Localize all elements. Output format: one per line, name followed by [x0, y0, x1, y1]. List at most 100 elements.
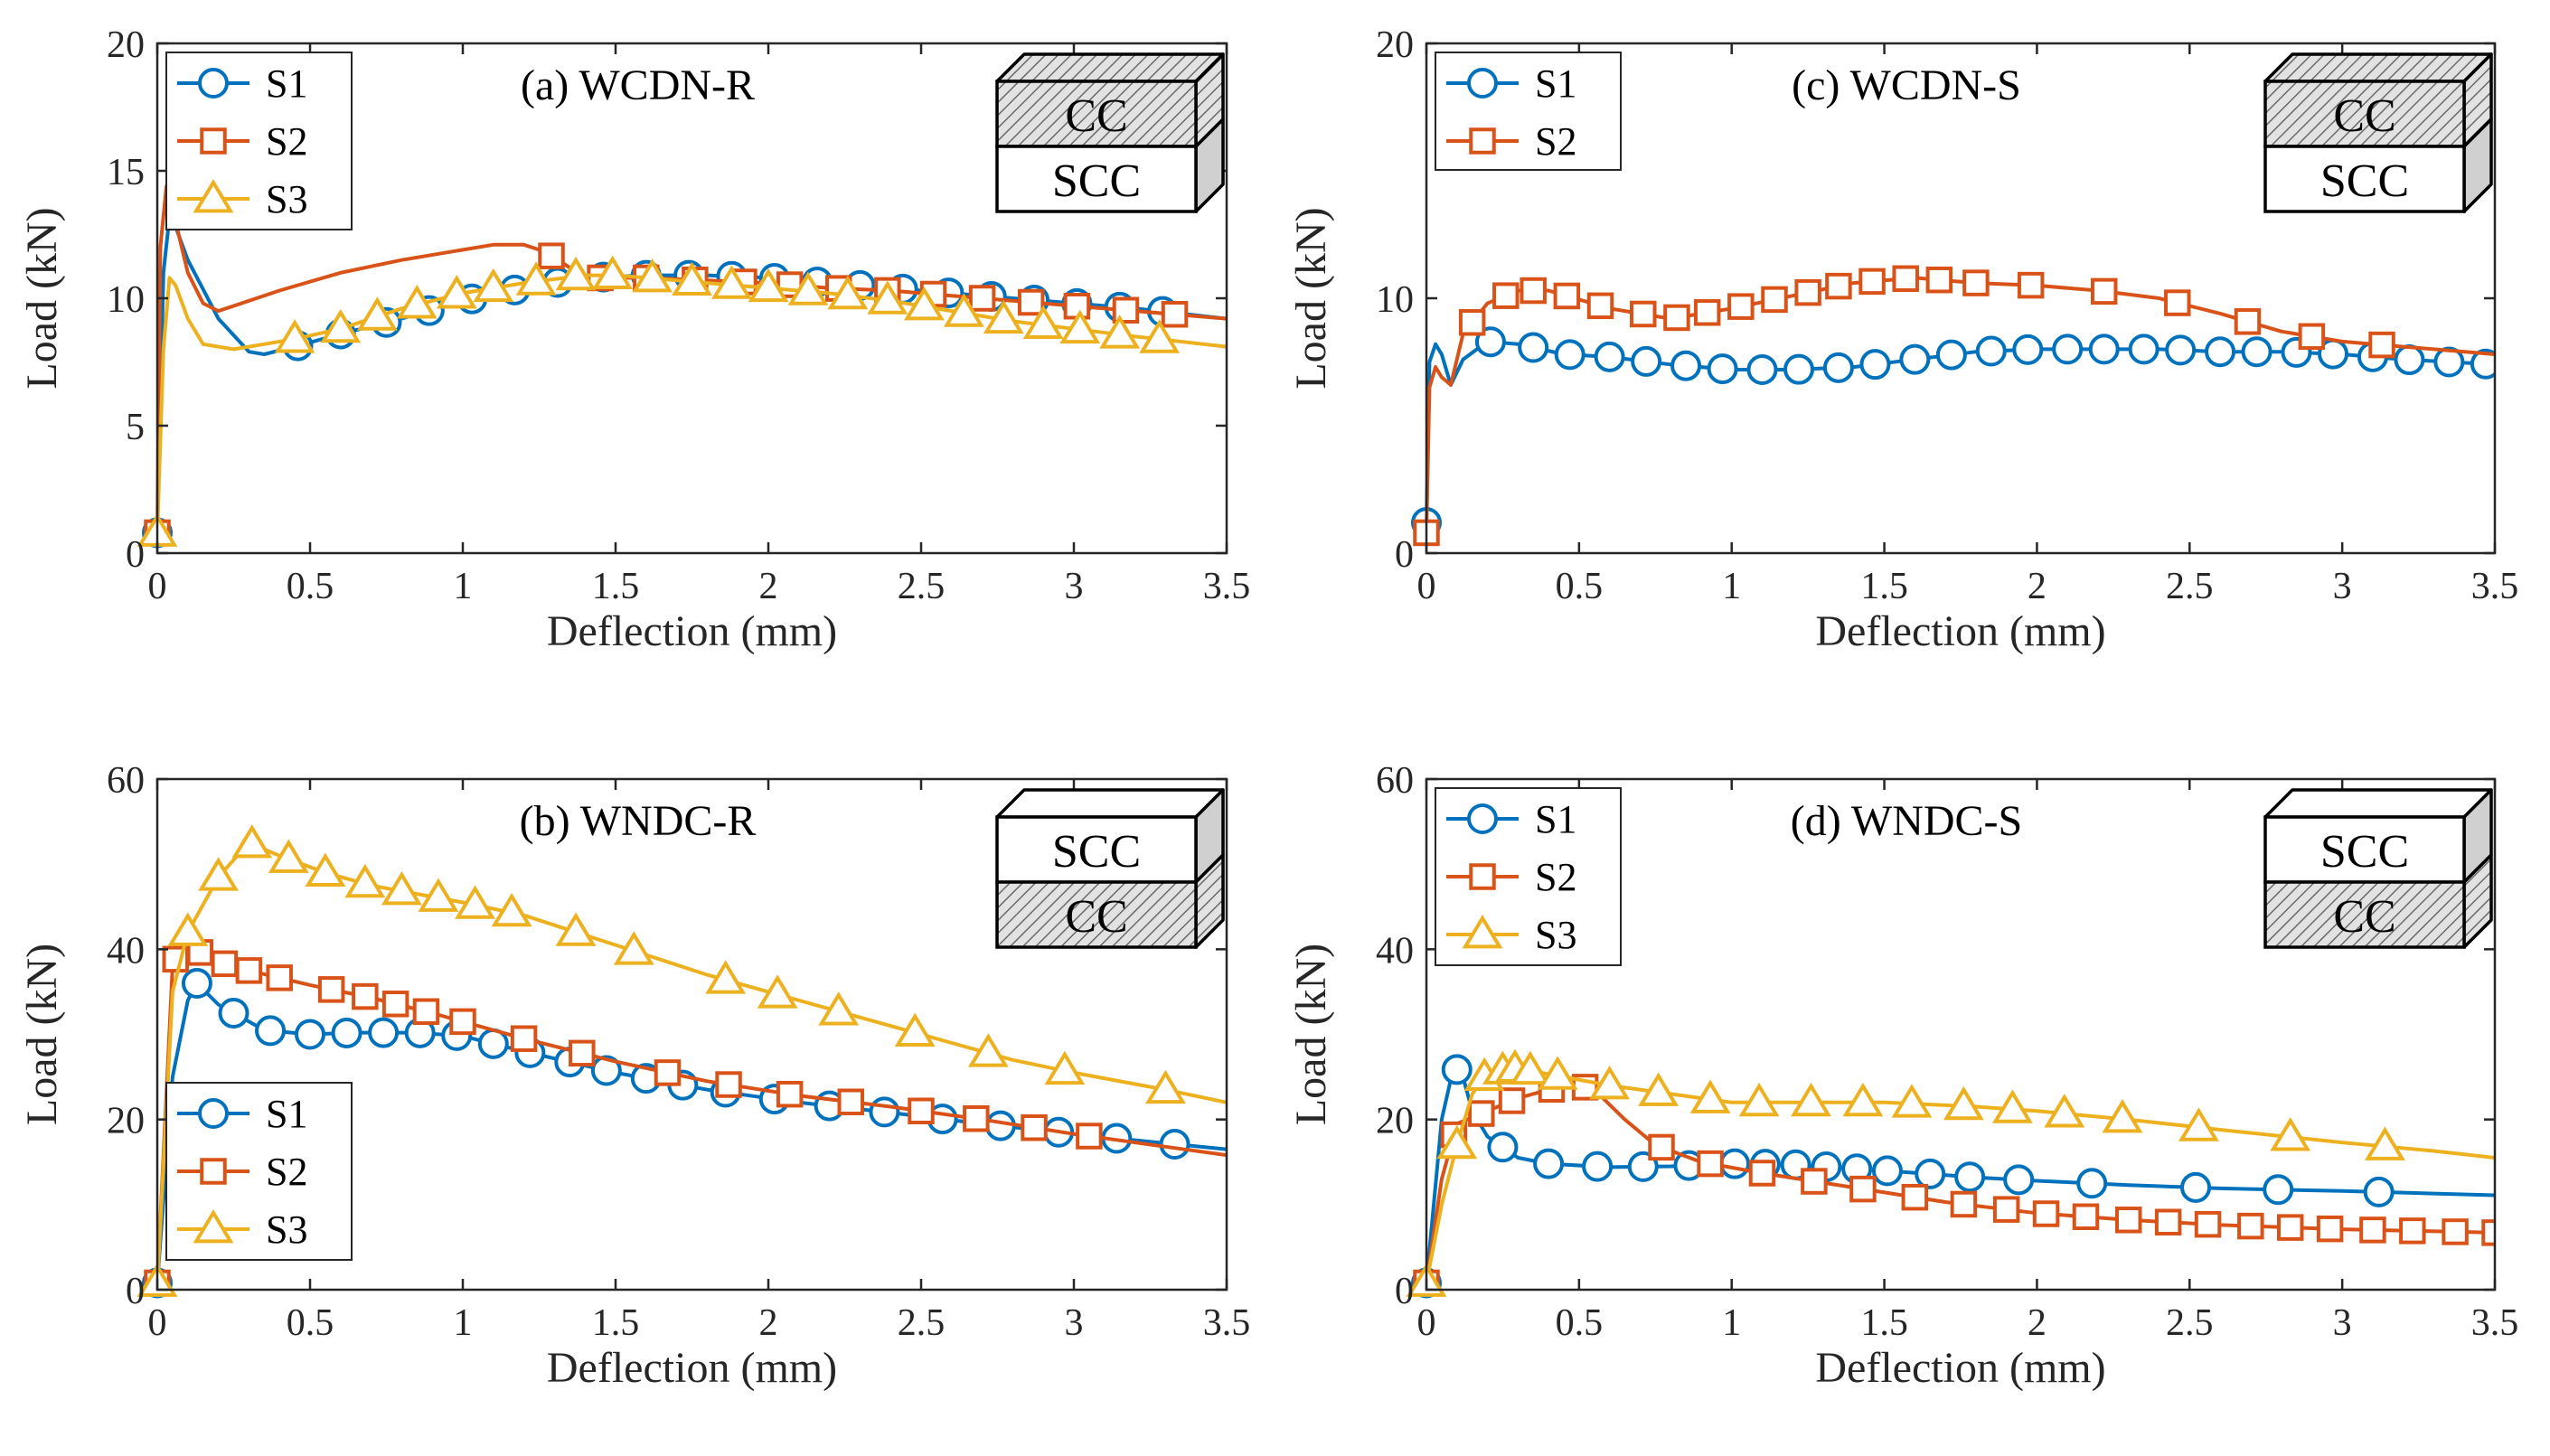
block-label-top: CC	[2333, 90, 2395, 142]
legend-label: S3	[1535, 913, 1576, 957]
series-line-s3	[1425, 1066, 2495, 1283]
panel-title: (d) WNDC-S	[1791, 797, 2022, 845]
x-tick-label: 3.5	[1203, 566, 1251, 607]
square-marker	[1892, 265, 1919, 293]
triangle-marker	[757, 974, 798, 1009]
triangle-marker	[198, 857, 240, 891]
circle-marker	[984, 1110, 1016, 1141]
circle-marker	[1935, 339, 1967, 371]
square-marker	[1794, 278, 1821, 306]
square-marker	[1693, 299, 1721, 326]
circle-marker	[1822, 352, 1854, 383]
circle-marker	[2180, 1171, 2212, 1203]
block-label-bottom: CC	[1065, 891, 1127, 943]
triangle-marker	[867, 280, 908, 315]
circle-marker	[2076, 1168, 2108, 1199]
circle-marker	[2241, 336, 2272, 368]
x-tick-label: 2	[2028, 566, 2047, 607]
triangle-marker	[1022, 305, 1064, 339]
legend-label: S3	[266, 1207, 307, 1252]
square-marker	[776, 1080, 804, 1108]
legend-label: S1	[1535, 797, 1576, 841]
square-marker	[1727, 293, 1755, 320]
x-tick-label: 2.5	[898, 1302, 946, 1344]
series-group	[136, 824, 1227, 1299]
block-front-lower	[995, 145, 1198, 213]
triangle-marker	[1991, 1089, 2033, 1123]
legend-label: S1	[1535, 61, 1576, 106]
legend-label: S2	[266, 119, 307, 164]
panel-title: (a) WCDN-R	[521, 61, 755, 109]
triangle-marker	[356, 296, 398, 331]
x-tick-label: 3.5	[2471, 1302, 2519, 1344]
legend-label: S3	[266, 177, 307, 221]
square-marker	[2276, 1214, 2304, 1241]
square-marker	[2017, 271, 2045, 299]
triangle-marker	[418, 878, 459, 912]
triangle-marker	[787, 271, 829, 305]
square-marker	[654, 1059, 682, 1086]
triangle-marker	[381, 870, 422, 906]
x-tick-label: 0.5	[1556, 566, 1604, 607]
square-marker	[2194, 1210, 2222, 1238]
square-marker	[510, 1025, 538, 1052]
y-axis-label: Load (kN)	[18, 207, 66, 389]
square-marker	[2032, 1200, 2060, 1227]
square-marker	[162, 945, 190, 973]
legend-circle-marker	[1467, 68, 1498, 99]
triangle-marker	[818, 991, 860, 1026]
triangle-marker	[943, 293, 984, 327]
block-label-top: SCC	[1052, 826, 1141, 878]
series-s2	[1413, 265, 2495, 547]
legend-label: S2	[1535, 855, 1576, 899]
square-marker	[2114, 1207, 2142, 1234]
triangle-marker	[555, 256, 597, 291]
block-front-lower	[2263, 880, 2466, 949]
panel-title: (c) WCDN-S	[1792, 61, 2021, 109]
triangle-marker	[1044, 1050, 1086, 1085]
triangle-marker	[592, 255, 634, 290]
x-tick-label: 0.5	[287, 566, 334, 607]
triangle-marker	[1738, 1082, 1780, 1117]
square-marker	[1553, 282, 1581, 310]
circle-marker	[1594, 341, 1625, 372]
block-front-upper	[2263, 80, 2466, 148]
x-tick-label: 1.5	[1860, 1302, 1908, 1344]
circle-marker	[590, 1055, 622, 1086]
square-marker	[1858, 268, 1886, 296]
x-tick-label: 3	[2333, 1302, 2352, 1344]
x-tick-label: 3	[2333, 566, 2352, 607]
block-label-top: CC	[1065, 90, 1127, 142]
circle-marker	[218, 997, 249, 1029]
square-marker	[1458, 309, 1486, 336]
x-tick-label: 0.5	[1556, 1302, 1604, 1344]
triangle-marker	[515, 261, 557, 296]
circle-marker	[1954, 1161, 1986, 1193]
triangle-marker	[632, 258, 673, 293]
x-tick-label: 2.5	[898, 566, 946, 607]
square-marker	[317, 976, 345, 1003]
legend: S1 S2 S3	[165, 52, 353, 230]
legend-label: S2	[1535, 119, 1576, 164]
square-marker	[1586, 292, 1614, 320]
square-marker	[837, 1088, 865, 1115]
square-marker	[2072, 1203, 2100, 1231]
y-tick-label: 5	[126, 407, 145, 448]
triangle-marker	[1139, 319, 1181, 353]
circle-marker	[2363, 1176, 2395, 1207]
legend-circle-marker	[1467, 803, 1498, 834]
circle-marker	[1631, 345, 1662, 377]
x-tick-label: 0	[1417, 1302, 1436, 1344]
x-tick-label: 3	[1065, 566, 1084, 607]
square-marker	[1498, 1087, 1526, 1114]
layer-block: CC SCC	[2263, 52, 2493, 213]
x-axis-label: Deflection (mm)	[547, 1344, 837, 1392]
square-marker	[211, 950, 239, 978]
legend: S1 S2 S3	[165, 1082, 353, 1261]
series-group	[136, 183, 1227, 549]
square-marker	[1901, 1183, 1929, 1211]
circle-marker	[2205, 336, 2236, 368]
triangle-marker	[894, 1012, 936, 1047]
circle-marker	[2052, 333, 2084, 365]
